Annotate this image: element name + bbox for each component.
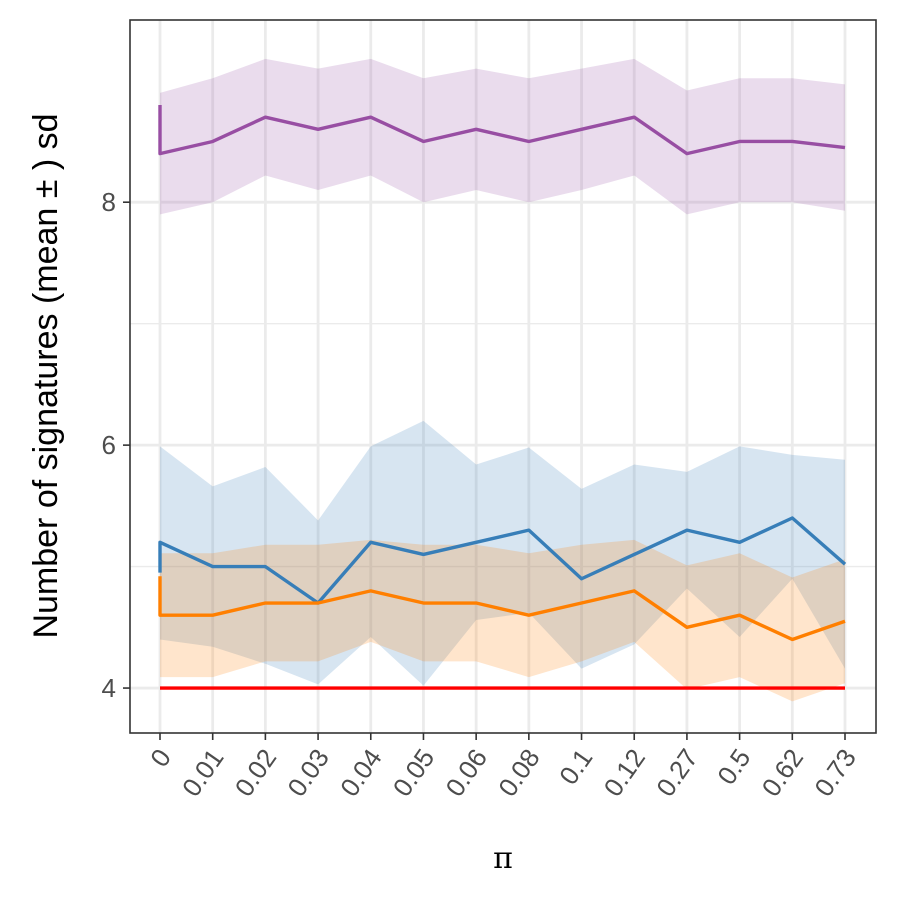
x-tick-label: 0.08 (492, 743, 546, 802)
series-lines (158, 105, 847, 690)
x-tick-label: 0.1 (553, 743, 598, 790)
x-tick-label: 0.01 (176, 743, 230, 802)
x-tick-label: 0.05 (387, 743, 441, 802)
x-tick-label: 0.06 (439, 743, 493, 802)
x-tick-label: 0.03 (281, 743, 335, 802)
x-tick-label: 0.12 (598, 743, 652, 802)
y-tick-label: 4 (102, 673, 116, 703)
ribbon-bands (160, 58, 845, 702)
x-tick-label: 0.5 (711, 743, 756, 790)
y-tick-label: 8 (102, 187, 116, 217)
x-tick-label: 0.02 (229, 743, 283, 802)
series-line-1 (158, 105, 846, 156)
series-band-3 (160, 539, 845, 702)
x-tick-label: 0.04 (334, 743, 388, 802)
series-line-2 (158, 516, 847, 605)
x-tick-label: 0 (144, 743, 177, 772)
x-tick-label: 0.73 (808, 743, 862, 802)
x-axis-label: π (493, 841, 513, 876)
x-tick-label: 0.27 (650, 743, 704, 802)
y-tick-label: 6 (102, 430, 116, 460)
series-band-2 (160, 420, 845, 686)
x-tick-label: 0.62 (756, 743, 810, 802)
panel-background (130, 20, 876, 733)
series-line-3 (158, 576, 846, 642)
panel-border (129, 19, 877, 734)
y-axis-label: Number of signatures (mean ± ) sd (27, 113, 65, 638)
